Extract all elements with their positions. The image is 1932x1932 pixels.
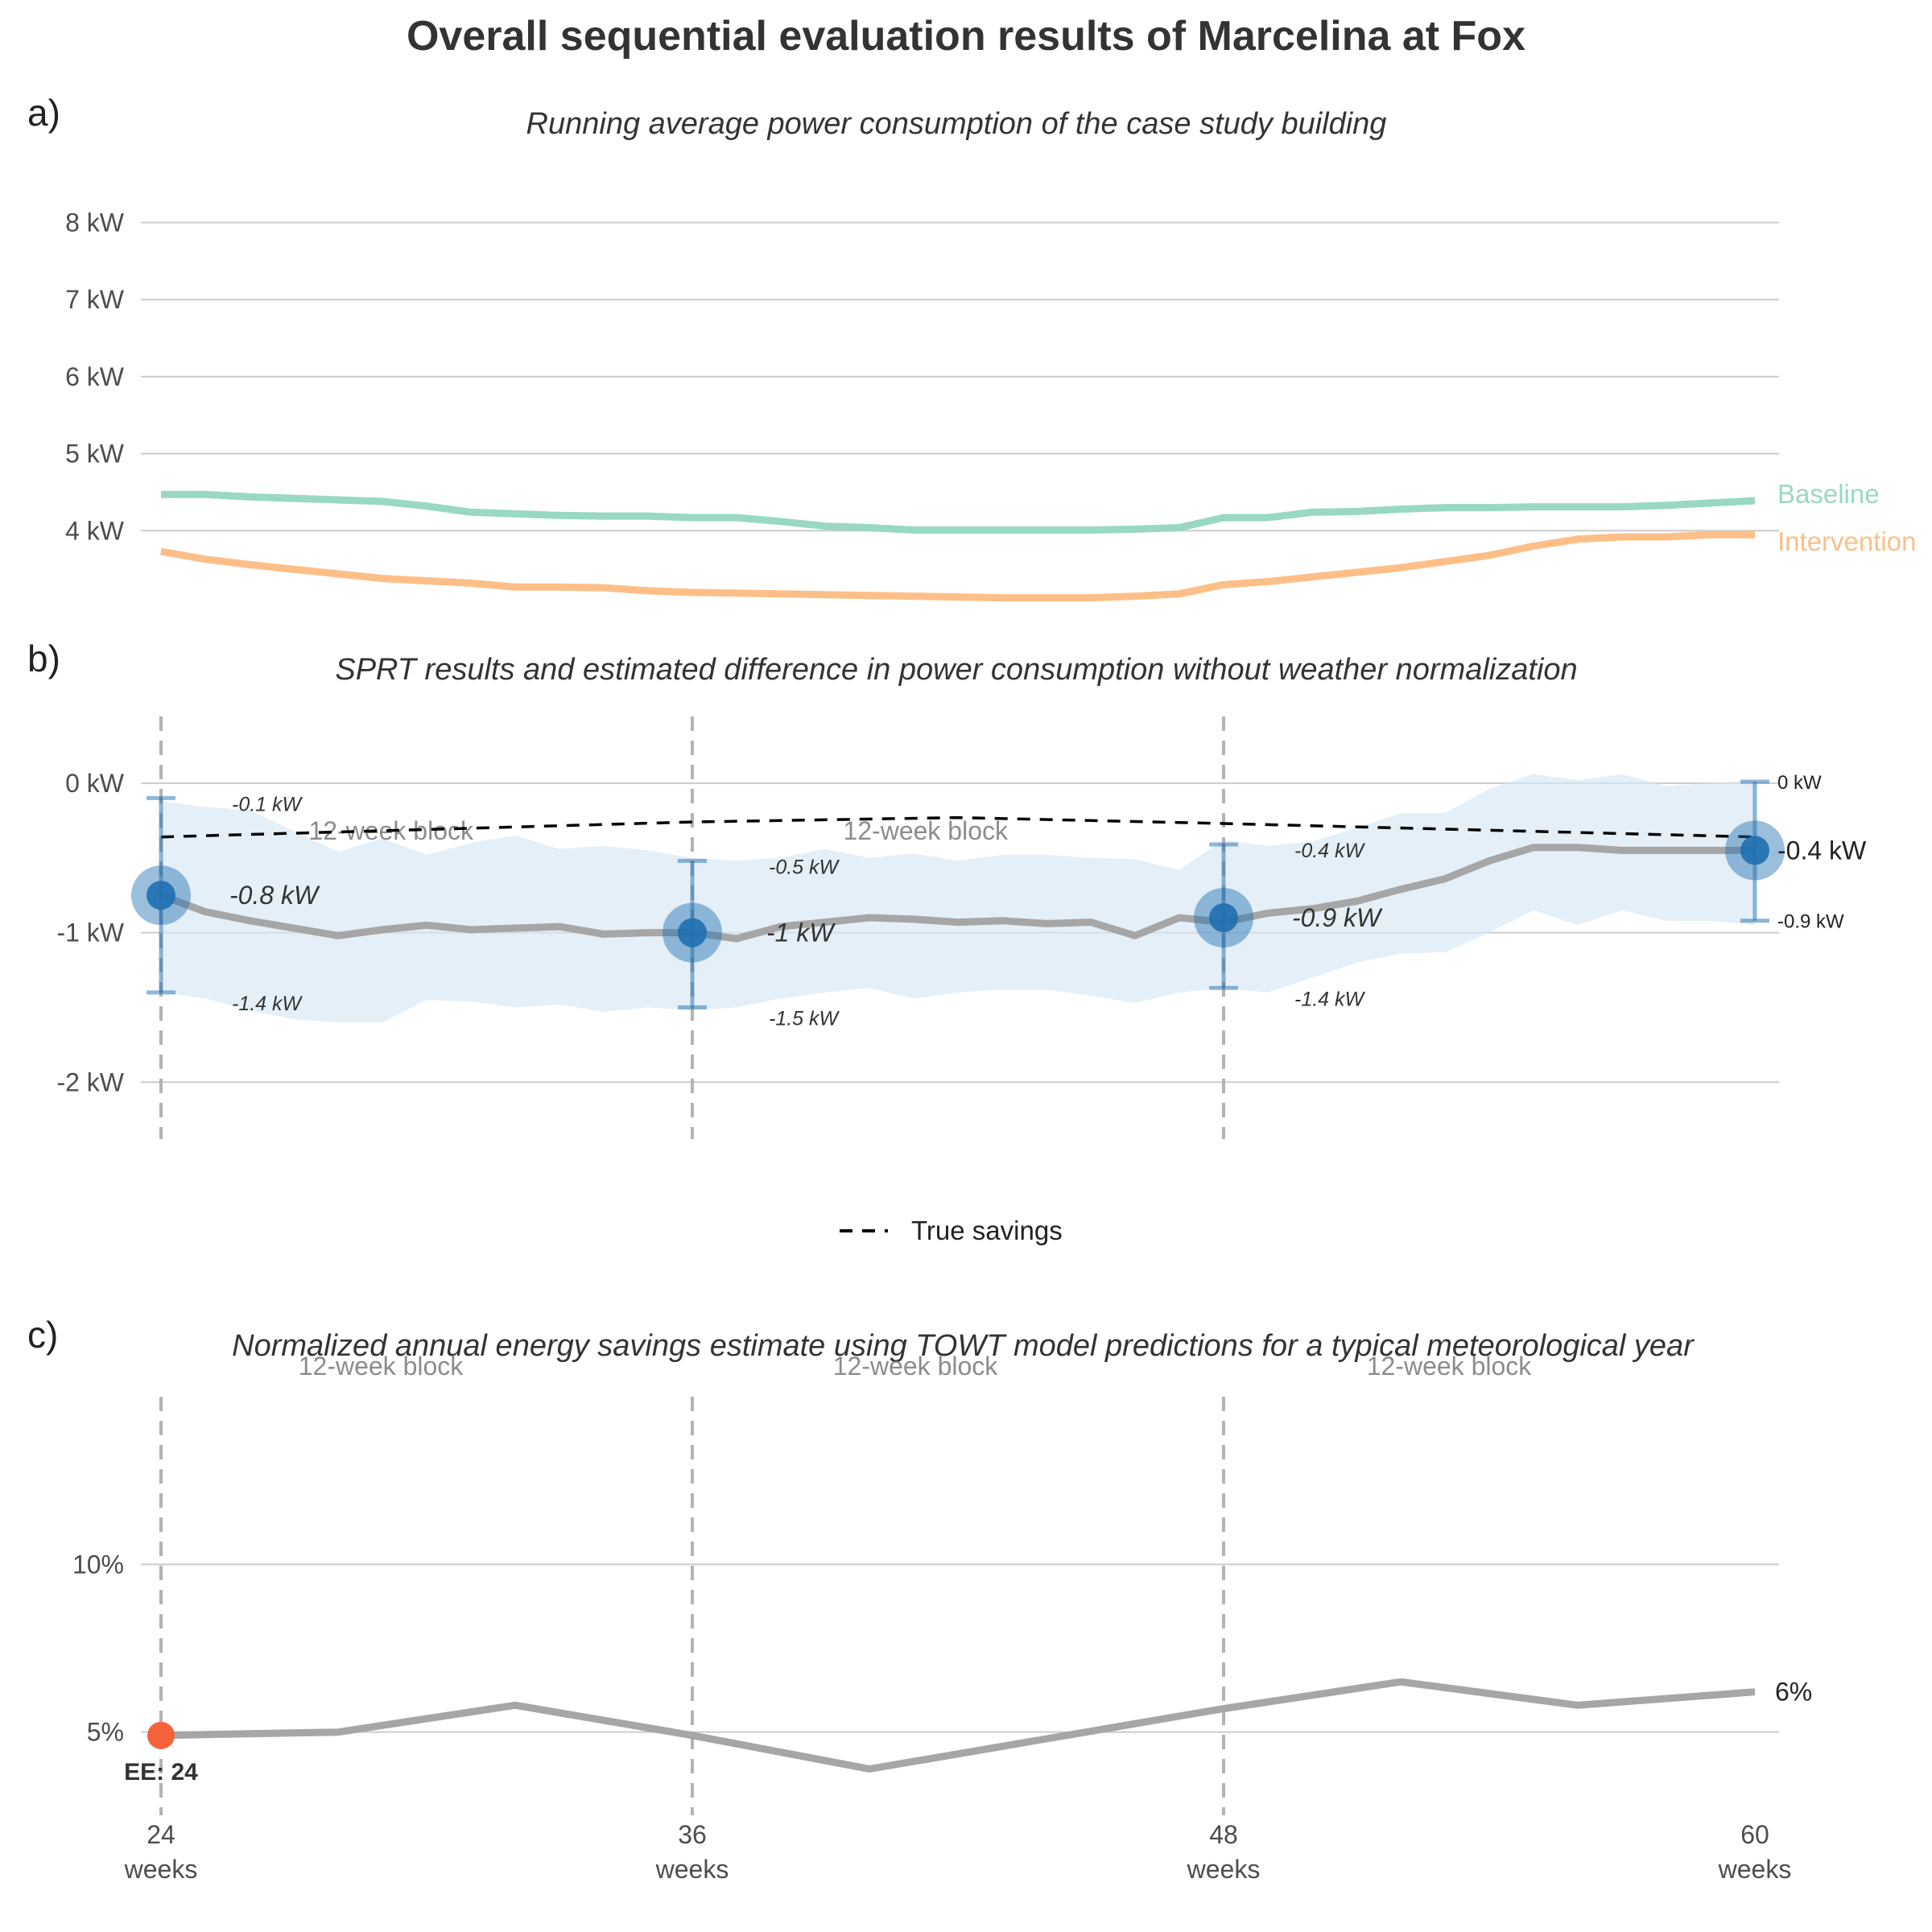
- panel-c-subtitle: Normalized annual energy savings estimat…: [232, 1329, 1695, 1363]
- x-tick-unit-label: weeks: [124, 1855, 198, 1884]
- savings-line: [160, 1678, 1756, 1773]
- estimate-label: -0.9 kW: [1292, 903, 1383, 932]
- lower-bound-label: -1.5 kW: [769, 1007, 840, 1030]
- early-exit-marker: [147, 1721, 175, 1749]
- end-value-label: 6%: [1775, 1678, 1812, 1707]
- y-tick-label: -2 kW: [56, 1067, 124, 1096]
- block-label: 12-week block: [833, 1352, 999, 1381]
- series-line-baseline: [161, 490, 1756, 534]
- y-tick-label: 5%: [87, 1718, 124, 1747]
- estimate-label: -0.8 kW: [229, 881, 320, 910]
- x-tick-unit-label: weeks: [655, 1855, 729, 1884]
- x-tick-unit-label: weeks: [1718, 1855, 1792, 1884]
- estimate-label: -0.4 kW: [1777, 836, 1867, 865]
- sprt-point: [1209, 903, 1238, 932]
- x-tick-label: 48: [1209, 1820, 1238, 1849]
- lower-bound-label: -1.4 kW: [1294, 988, 1366, 1010]
- x-tick-label: 36: [678, 1820, 707, 1849]
- y-tick-label: -1 kW: [56, 919, 124, 947]
- panel-c-plot: 5% 10% 12-week block 12-week block 12-week b…: [72, 1352, 1812, 1884]
- series-line-intervention: [160, 530, 1755, 602]
- lower-bound-label: -0.9 kW: [1777, 911, 1844, 933]
- estimate-line: [159, 844, 1755, 943]
- y-tick-label: 4 kW: [65, 516, 125, 545]
- sprt-point: [1740, 836, 1769, 865]
- panel-a-plot: 4 kW 5 kW 6 kW 7 kW 8 kW Baseline Intervention: [65, 208, 1916, 602]
- y-tick-label: 8 kW: [65, 208, 125, 237]
- x-tick-label: 60: [1740, 1820, 1769, 1849]
- y-tick-label: 5 kW: [65, 440, 125, 469]
- y-tick-label: 0 kW: [65, 769, 125, 798]
- sprt-point: [678, 918, 707, 947]
- y-tick-label: 6 kW: [65, 362, 125, 391]
- panel-a-subtitle: Running average power consumption of the…: [526, 107, 1387, 141]
- panel-a-tag: a): [27, 92, 60, 134]
- upper-bound-label: -0.1 kW: [232, 793, 303, 815]
- series-label-intervention: Intervention: [1777, 526, 1916, 556]
- y-tick-label: 10%: [72, 1550, 124, 1579]
- early-exit-label: EE: 24: [124, 1759, 198, 1785]
- upper-bound-label: -0.4 kW: [1294, 840, 1366, 862]
- upper-bound-label: -0.5 kW: [769, 856, 840, 878]
- x-tick-label: 24: [147, 1820, 175, 1849]
- true-savings-line: [160, 815, 1756, 839]
- sprt-point: [147, 881, 175, 910]
- legend-true-savings-label: True savings: [911, 1216, 1063, 1245]
- y-tick-label: 7 kW: [65, 285, 125, 314]
- panel-b-subtitle: SPRT results and estimated difference in…: [335, 653, 1577, 687]
- upper-bound-label: 0 kW: [1777, 772, 1822, 794]
- block-label: 12-week block: [1367, 1352, 1533, 1381]
- block-label: 12-week block: [843, 816, 1009, 845]
- legend: True savings: [840, 1216, 1063, 1245]
- x-tick-unit-label: weeks: [1187, 1855, 1261, 1884]
- chart-title: Overall sequential evaluation results of…: [407, 13, 1525, 60]
- series-label-baseline: Baseline: [1777, 479, 1880, 509]
- estimate-label: -1 kW: [766, 919, 836, 947]
- block-label: 12-week block: [299, 1352, 464, 1381]
- lower-bound-label: -1.4 kW: [232, 993, 303, 1015]
- panel-b-tag: b): [27, 638, 60, 679]
- confidence-band: [161, 774, 1755, 1022]
- panel-c-tag: c): [27, 1314, 58, 1356]
